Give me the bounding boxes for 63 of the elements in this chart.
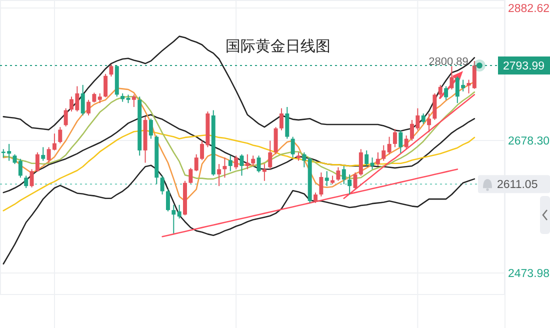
candlestick xyxy=(256,155,261,173)
candlestick xyxy=(472,60,476,90)
candlestick xyxy=(64,108,68,127)
candlestick xyxy=(302,152,306,168)
candlestick xyxy=(92,92,96,103)
candlestick xyxy=(222,157,227,178)
text: 国际黄金日线图 xyxy=(226,37,330,55)
y-tick-label: 2678.30 xyxy=(508,136,550,148)
candlestick xyxy=(217,164,222,187)
candlestick xyxy=(348,174,352,196)
annotation: 2800.89 xyxy=(428,56,468,68)
y-tick-label: 2882.62 xyxy=(508,3,550,16)
candlestick xyxy=(438,84,442,98)
candlestick xyxy=(342,165,346,185)
candlestick xyxy=(324,170,329,187)
candlestick xyxy=(421,112,426,124)
candlestick xyxy=(450,66,454,90)
candlestick xyxy=(188,167,193,184)
candlestick xyxy=(392,128,397,148)
candlestick xyxy=(177,204,182,219)
candlestick xyxy=(109,64,114,78)
candlestick xyxy=(432,92,437,120)
candlestick xyxy=(30,168,34,188)
candlestick xyxy=(376,152,380,166)
candlestick xyxy=(285,106,290,140)
candlestick xyxy=(41,146,46,162)
line-series xyxy=(2,164,476,265)
candlestick xyxy=(358,148,363,176)
candlestick xyxy=(234,155,238,170)
candlestick xyxy=(336,166,340,182)
candlestick xyxy=(148,118,153,140)
candlestick xyxy=(268,140,272,170)
candlestick xyxy=(24,175,28,189)
candlestick xyxy=(104,73,108,98)
y-tick-label: 2473.98 xyxy=(508,268,550,280)
ref-line-label: 2611.05 xyxy=(497,179,538,192)
candlestick xyxy=(274,126,278,155)
candlestick xyxy=(364,150,369,166)
candlestick xyxy=(382,144,386,162)
candlestick xyxy=(58,126,62,144)
candlestick xyxy=(290,136,295,158)
candlestick xyxy=(18,158,22,178)
candlestick xyxy=(166,188,170,212)
candlestick xyxy=(98,92,102,104)
candlestick xyxy=(172,204,176,234)
candlestick xyxy=(314,192,318,204)
candlestick xyxy=(160,175,164,196)
ref-line-label: 2793.99 xyxy=(503,60,545,72)
candlestick xyxy=(404,135,408,150)
candlestick xyxy=(319,172,324,197)
candlestick xyxy=(80,84,85,116)
candlestick xyxy=(35,152,40,172)
candlestick xyxy=(370,157,374,170)
candlestick xyxy=(279,108,284,131)
candlestick xyxy=(427,112,432,133)
candlestick xyxy=(86,99,91,116)
candlestick xyxy=(132,94,136,108)
candlestick xyxy=(262,164,266,182)
candlestick xyxy=(228,155,232,172)
candlestick xyxy=(444,86,448,100)
candlestick xyxy=(387,136,392,155)
candlestick xyxy=(398,130,403,154)
line-series xyxy=(2,114,476,194)
